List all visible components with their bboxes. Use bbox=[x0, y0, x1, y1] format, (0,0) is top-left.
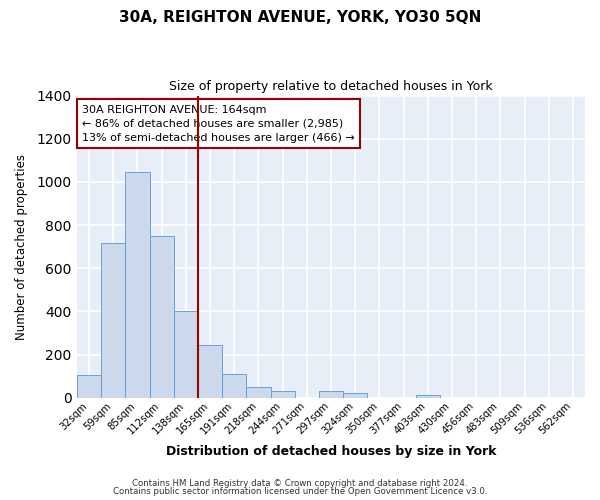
Bar bbox=[77, 375, 101, 398]
Bar bbox=[101, 243, 125, 398]
Bar bbox=[271, 392, 295, 398]
Text: 30A REIGHTON AVENUE: 164sqm
← 86% of detached houses are smaller (2,985)
13% of : 30A REIGHTON AVENUE: 164sqm ← 86% of det… bbox=[82, 104, 355, 142]
Text: 30A, REIGHTON AVENUE, YORK, YO30 5QN: 30A, REIGHTON AVENUE, YORK, YO30 5QN bbox=[119, 10, 481, 25]
Bar bbox=[343, 393, 367, 398]
Title: Size of property relative to detached houses in York: Size of property relative to detached ho… bbox=[169, 80, 493, 93]
Text: Contains public sector information licensed under the Open Government Licence v3: Contains public sector information licen… bbox=[113, 487, 487, 496]
Bar bbox=[222, 374, 247, 398]
Bar bbox=[319, 392, 343, 398]
Bar bbox=[198, 345, 222, 398]
Bar bbox=[247, 388, 271, 398]
Y-axis label: Number of detached properties: Number of detached properties bbox=[15, 154, 28, 340]
Bar bbox=[149, 236, 174, 398]
Bar bbox=[174, 312, 198, 398]
Text: Contains HM Land Registry data © Crown copyright and database right 2024.: Contains HM Land Registry data © Crown c… bbox=[132, 478, 468, 488]
X-axis label: Distribution of detached houses by size in York: Distribution of detached houses by size … bbox=[166, 444, 496, 458]
Bar bbox=[125, 172, 149, 398]
Bar bbox=[416, 395, 440, 398]
